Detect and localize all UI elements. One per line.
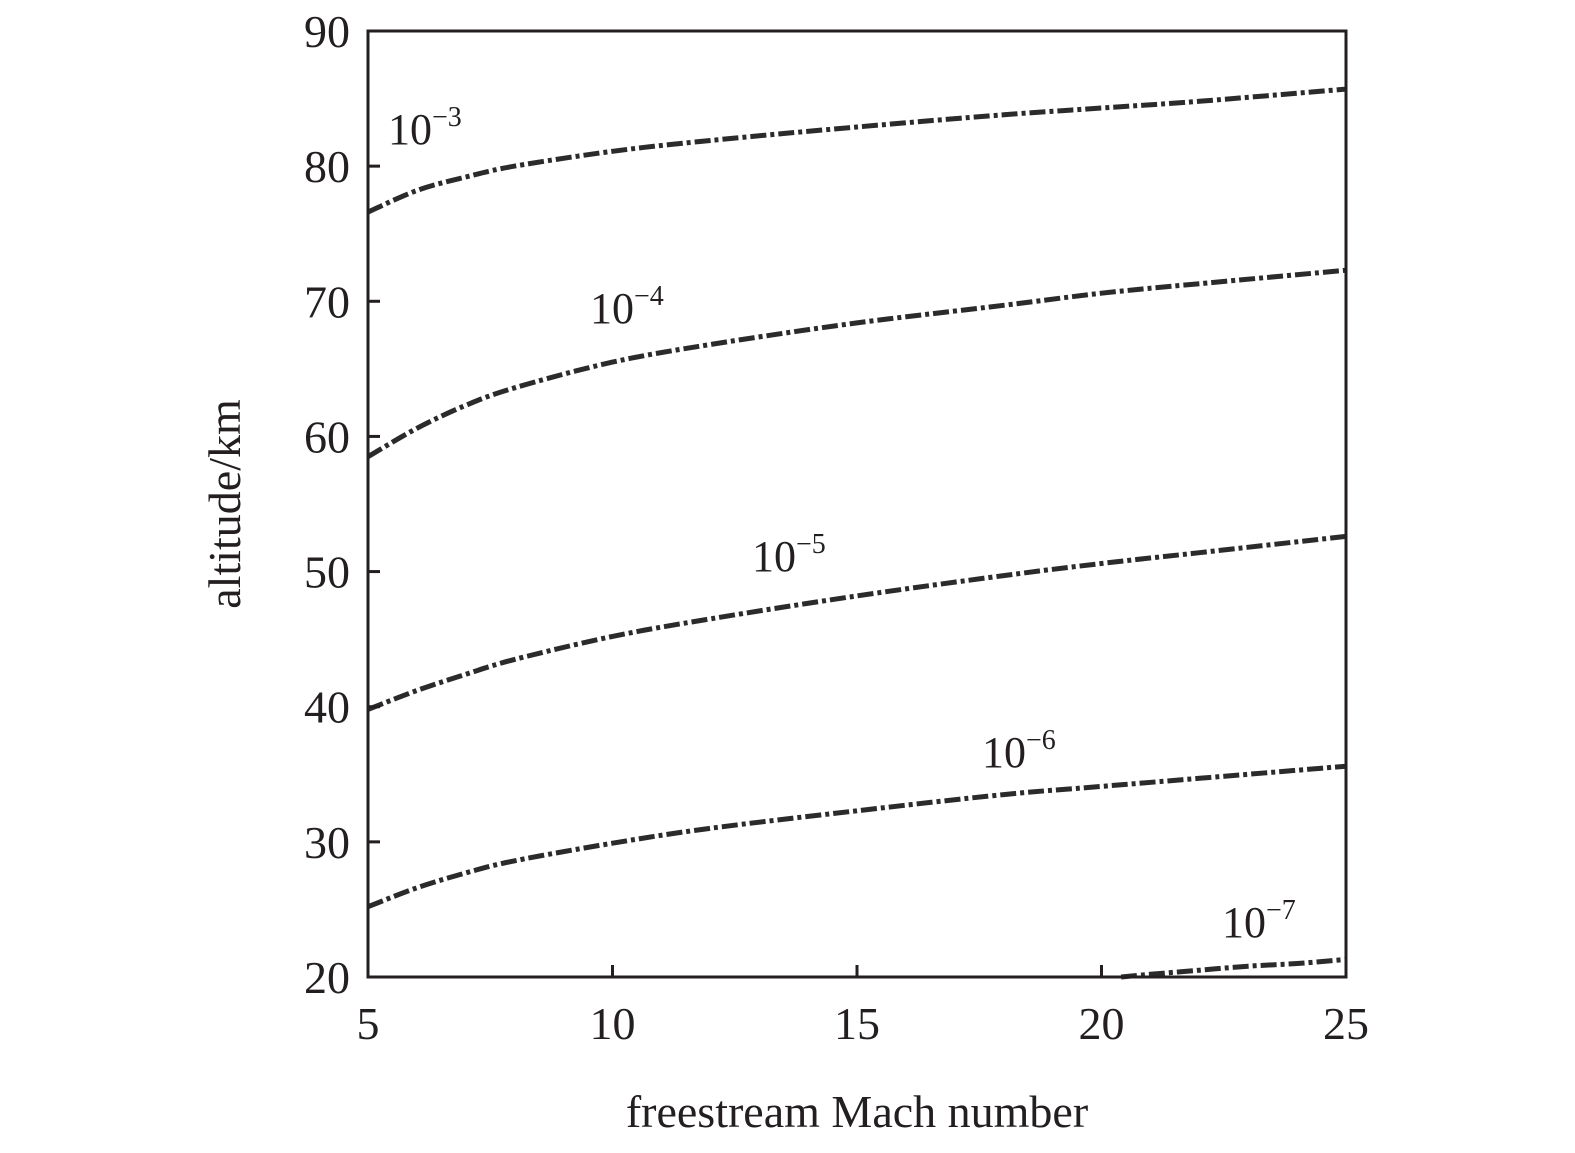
y-axis-ticks: 20 30 40 50 60 70 80 90 [304,6,380,1003]
x-tick-label: 25 [1323,998,1369,1049]
curve-label-5: 10−7 [1222,895,1296,947]
series-line-2 [366,267,1347,459]
y-axis-title: altitude/km [199,399,250,609]
series-line-5 [1120,956,1347,980]
x-tick-label: 20 [1079,998,1125,1049]
x-tick-label: 10 [590,998,636,1049]
curve-label-4: 10−6 [982,725,1056,777]
y-tick-label: 30 [304,817,350,868]
y-tick-label: 70 [304,276,350,327]
y-tick-label: 40 [304,682,350,733]
curve-label-2: 10−4 [590,281,664,333]
x-tick-label: 15 [834,998,880,1049]
y-tick-label: 80 [304,141,350,192]
series-line-1 [366,86,1347,215]
y-tick-label: 90 [304,6,350,57]
x-axis-ticks: 5 10 15 20 25 [357,965,1369,1049]
curve-labels: 10−3 10−4 10−5 10−6 10−7 [388,102,1296,947]
curve-label-1: 10−3 [388,102,462,154]
x-axis-title: freestream Mach number [626,1086,1088,1137]
series-line-3 [367,533,1347,712]
y-tick-label: 20 [304,952,350,1003]
curve-label-3: 10−5 [752,529,826,581]
curves-layer [366,86,1347,980]
y-tick-label: 60 [304,411,350,462]
y-tick-label: 50 [304,547,350,598]
series-line-4 [367,763,1347,910]
x-tick-label: 5 [357,998,380,1049]
plot-frame [366,29,1348,979]
